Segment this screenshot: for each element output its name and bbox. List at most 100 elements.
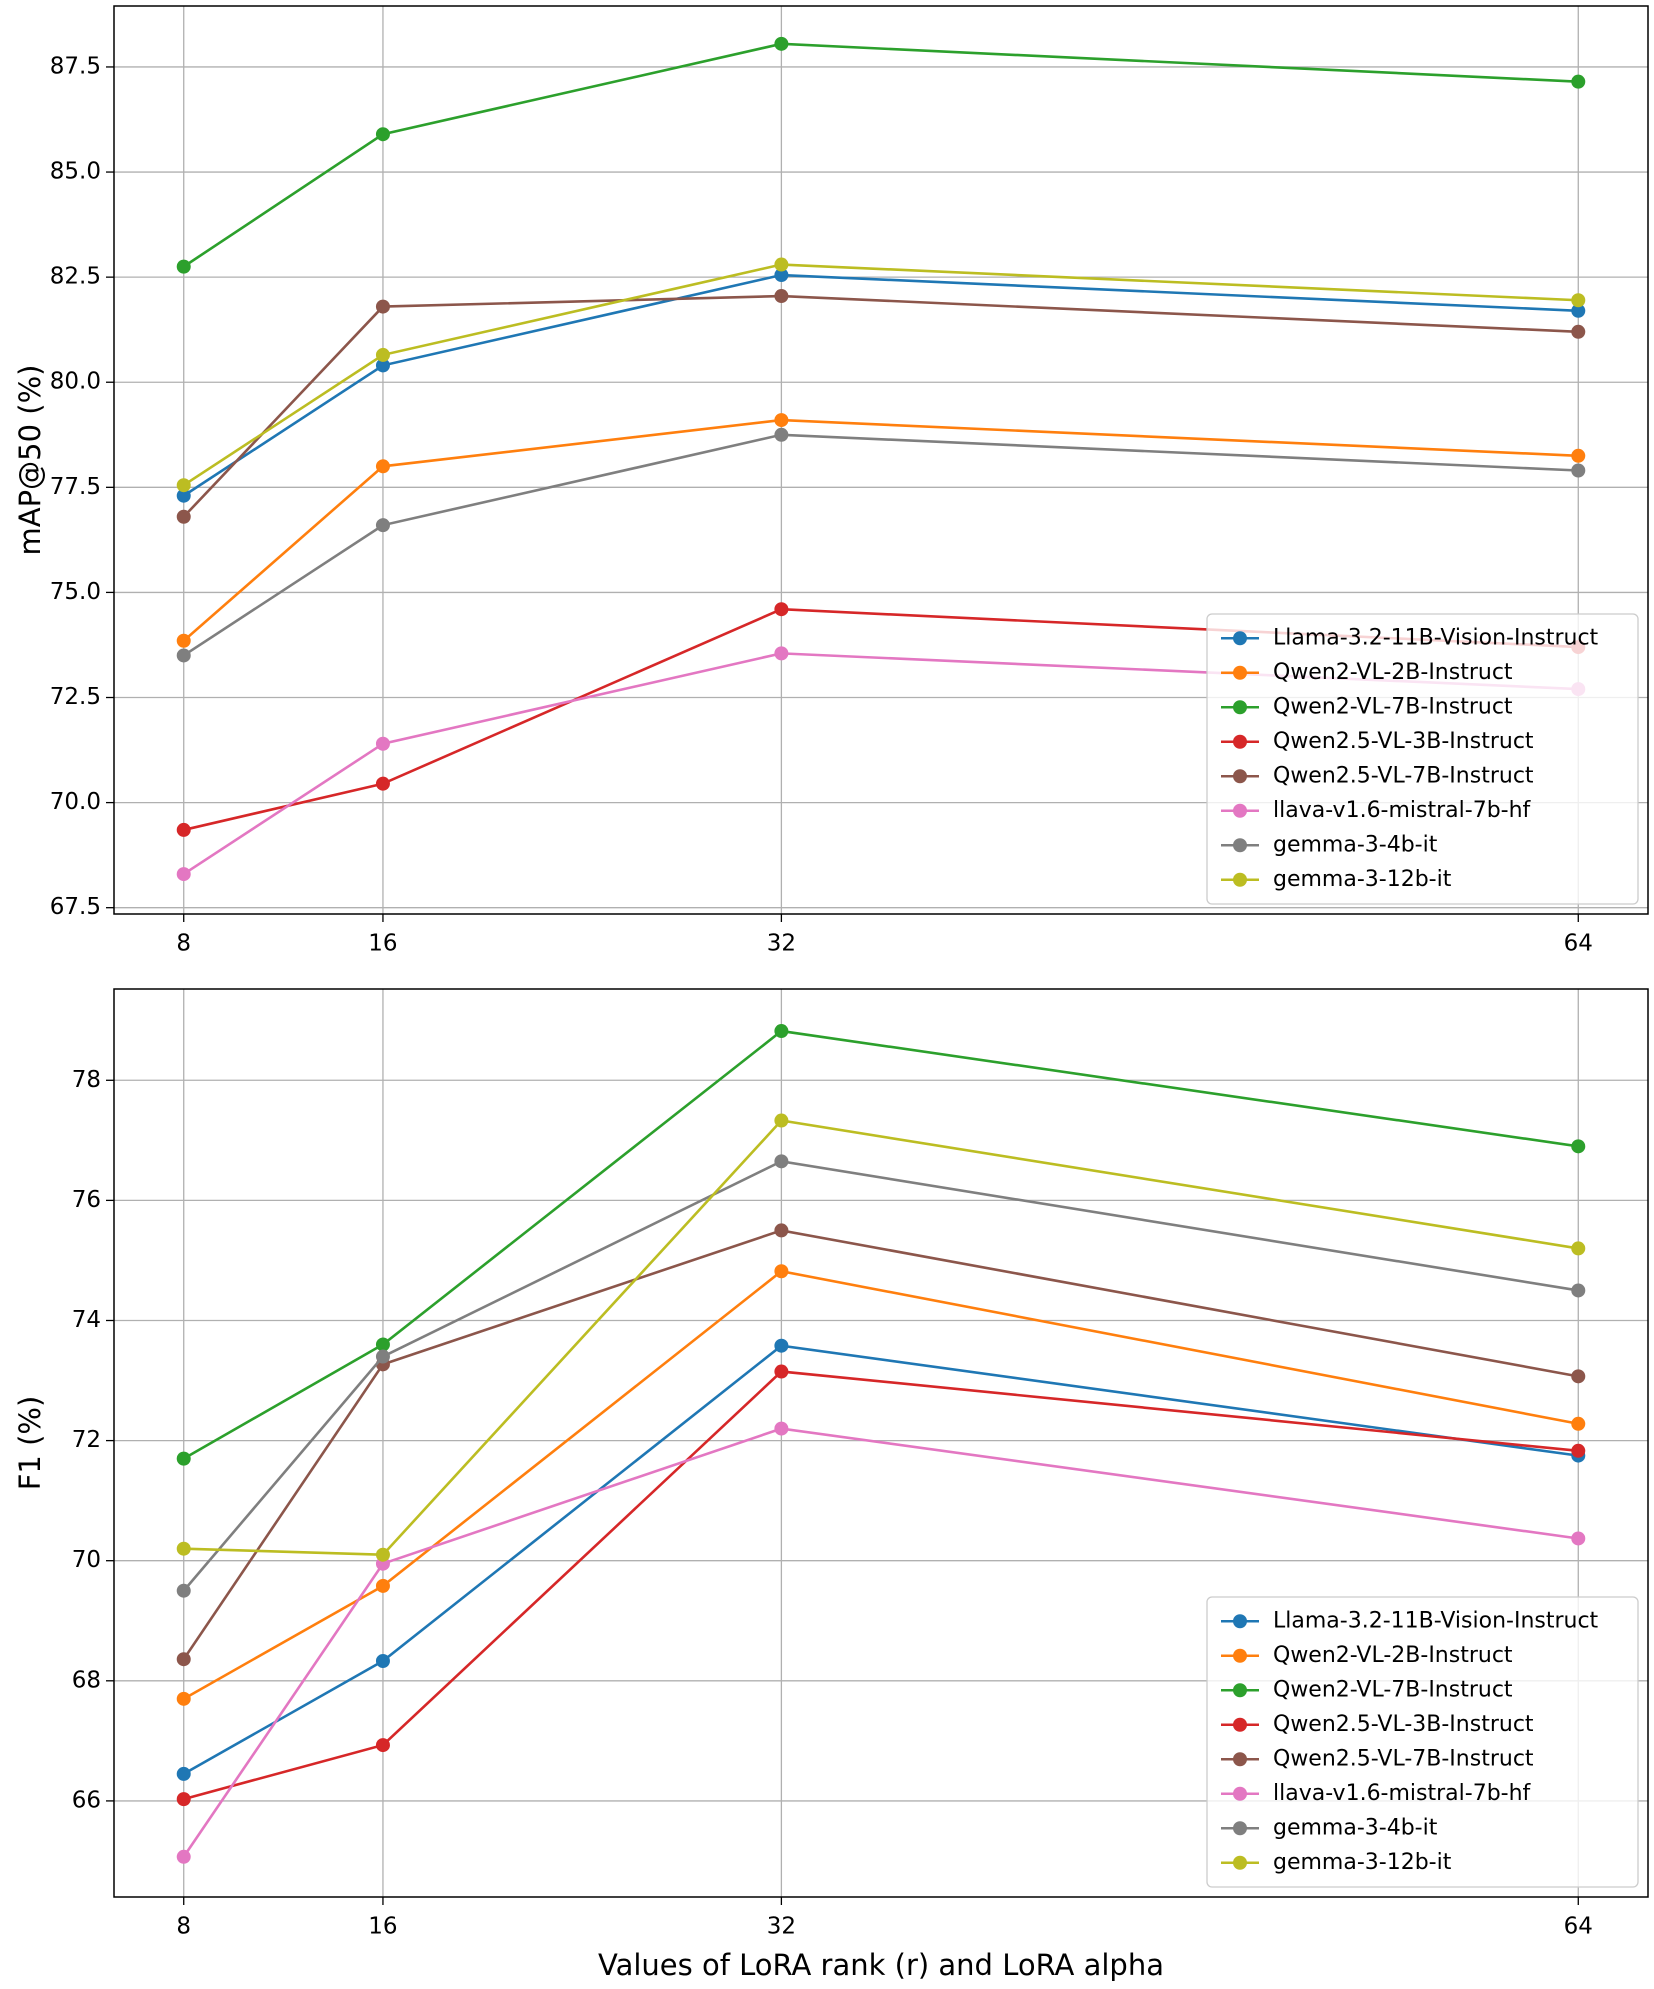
y-tick-label: 70.0 <box>50 789 101 815</box>
legend-box <box>1206 1596 1639 1888</box>
data-point <box>176 648 191 663</box>
data-point <box>176 1849 191 1864</box>
legend: Llama-3.2-11B-Vision-Instruct Qwen2-VL-2B… <box>1206 1596 1639 1888</box>
x-tick-label: 64 <box>1564 1914 1593 1940</box>
axes-frame <box>113 988 1649 1898</box>
legend-label: llava-v1.6-mistral-7b-hf <box>1273 798 1532 823</box>
y-tick-label: 87.5 <box>50 53 101 79</box>
data-point <box>1571 324 1586 339</box>
data-point <box>774 1113 789 1128</box>
legend-label: Qwen2.5-VL-7B-Instruct <box>1273 1746 1534 1771</box>
legend-label: Qwen2.5-VL-3B-Instruct <box>1273 1712 1534 1737</box>
data-point <box>375 518 390 533</box>
legend-marker <box>1233 1752 1247 1767</box>
data-point <box>1571 1369 1586 1384</box>
x-tick-label: 8 <box>176 931 191 957</box>
series-line <box>182 294 1579 518</box>
y-tick-label: 76 <box>72 1187 101 1213</box>
data-point <box>176 1541 191 1556</box>
legend-label: Qwen2-VL-7B-Instruct <box>1273 694 1513 719</box>
series-line <box>183 1269 1579 1700</box>
data-point <box>1571 1416 1586 1431</box>
data-point <box>375 776 390 791</box>
y-tick-label: 66 <box>72 1787 101 1813</box>
data-point <box>176 488 191 503</box>
data-point <box>176 1792 191 1807</box>
legend-label: Llama-3.2-11B-Vision-Instruct <box>1273 1608 1599 1633</box>
data-point <box>375 347 390 362</box>
data-point <box>176 867 191 882</box>
series-line <box>183 607 1579 832</box>
data-point <box>375 1578 390 1593</box>
data-point <box>375 1653 390 1668</box>
legend-label: gemma-3-12b-it <box>1273 1850 1452 1875</box>
data-point <box>375 127 390 142</box>
data-point <box>774 646 789 661</box>
series-line <box>182 1160 1579 1592</box>
data-point <box>1571 293 1586 308</box>
data-point <box>375 736 390 751</box>
legend-marker <box>1233 665 1247 680</box>
legend-marker <box>1233 769 1247 784</box>
x-tick-label: 32 <box>767 1914 796 1940</box>
x-tick-label: 16 <box>368 931 397 957</box>
x-axis-label: Values of LoRA rank (r) and LoRA alpha <box>598 1948 1164 1982</box>
legend-marker <box>1233 700 1247 715</box>
data-point <box>1571 74 1586 89</box>
data-point <box>176 1691 191 1706</box>
data-point <box>375 299 390 314</box>
data-point <box>176 509 191 524</box>
data-point <box>375 358 390 373</box>
series-line <box>183 273 1579 497</box>
legend-marker <box>1233 734 1247 749</box>
data-point <box>176 478 191 493</box>
data-point <box>774 1264 789 1279</box>
data-point <box>375 1738 390 1753</box>
series-line <box>183 652 1579 876</box>
data-point <box>774 1024 789 1039</box>
y-axis-label: F1 (%) <box>13 1396 47 1491</box>
legend-label: Qwen2-VL-7B-Instruct <box>1273 1677 1513 1702</box>
legend-marker <box>1233 872 1247 887</box>
series-line <box>183 1029 1579 1460</box>
y-tick-label: 72.5 <box>50 684 101 710</box>
legend-label: Qwen2-VL-2B-Instruct <box>1273 1643 1513 1668</box>
data-point <box>176 1652 191 1667</box>
legend-marker <box>1233 1786 1247 1801</box>
legend-marker <box>1233 838 1247 853</box>
data-point <box>176 822 191 837</box>
legend-label: Qwen2.5-VL-7B-Instruct <box>1273 763 1534 788</box>
data-point <box>774 427 789 442</box>
legend-box <box>1206 613 1639 905</box>
data-point <box>774 413 789 428</box>
data-point <box>375 459 390 474</box>
legend-label: Qwen2.5-VL-3B-Instruct <box>1273 729 1534 754</box>
data-point <box>1571 1139 1586 1154</box>
data-point <box>1571 303 1586 318</box>
data-point <box>176 1766 191 1781</box>
x-tick-label: 16 <box>368 1914 397 1940</box>
series-line <box>183 1344 1579 1776</box>
data-point <box>774 268 789 283</box>
data-point <box>774 257 789 272</box>
legend-label: llava-v1.6-mistral-7b-hf <box>1273 1781 1532 1806</box>
data-point <box>176 1451 191 1466</box>
y-tick-label: 77.5 <box>50 474 101 500</box>
legend: Llama-3.2-11B-Vision-Instruct Qwen2-VL-2B… <box>1206 613 1639 905</box>
data-point <box>375 1547 390 1562</box>
x-tick-label: 8 <box>176 1914 191 1940</box>
legend-marker <box>1233 631 1247 646</box>
y-tick-label: 80.0 <box>50 369 101 395</box>
data-point <box>1571 1283 1586 1298</box>
series-line <box>182 1427 1579 1858</box>
x-tick-label: 64 <box>1564 931 1593 957</box>
legend-label: gemma-3-4b-it <box>1273 1815 1438 1840</box>
y-tick-label: 67.5 <box>50 894 101 920</box>
data-point <box>774 1364 789 1379</box>
data-point <box>774 1338 789 1353</box>
data-point <box>774 602 789 617</box>
legend-marker <box>1233 1683 1247 1698</box>
y-axis-label: mAP@50 (%) <box>13 365 47 556</box>
data-point <box>1571 463 1586 478</box>
